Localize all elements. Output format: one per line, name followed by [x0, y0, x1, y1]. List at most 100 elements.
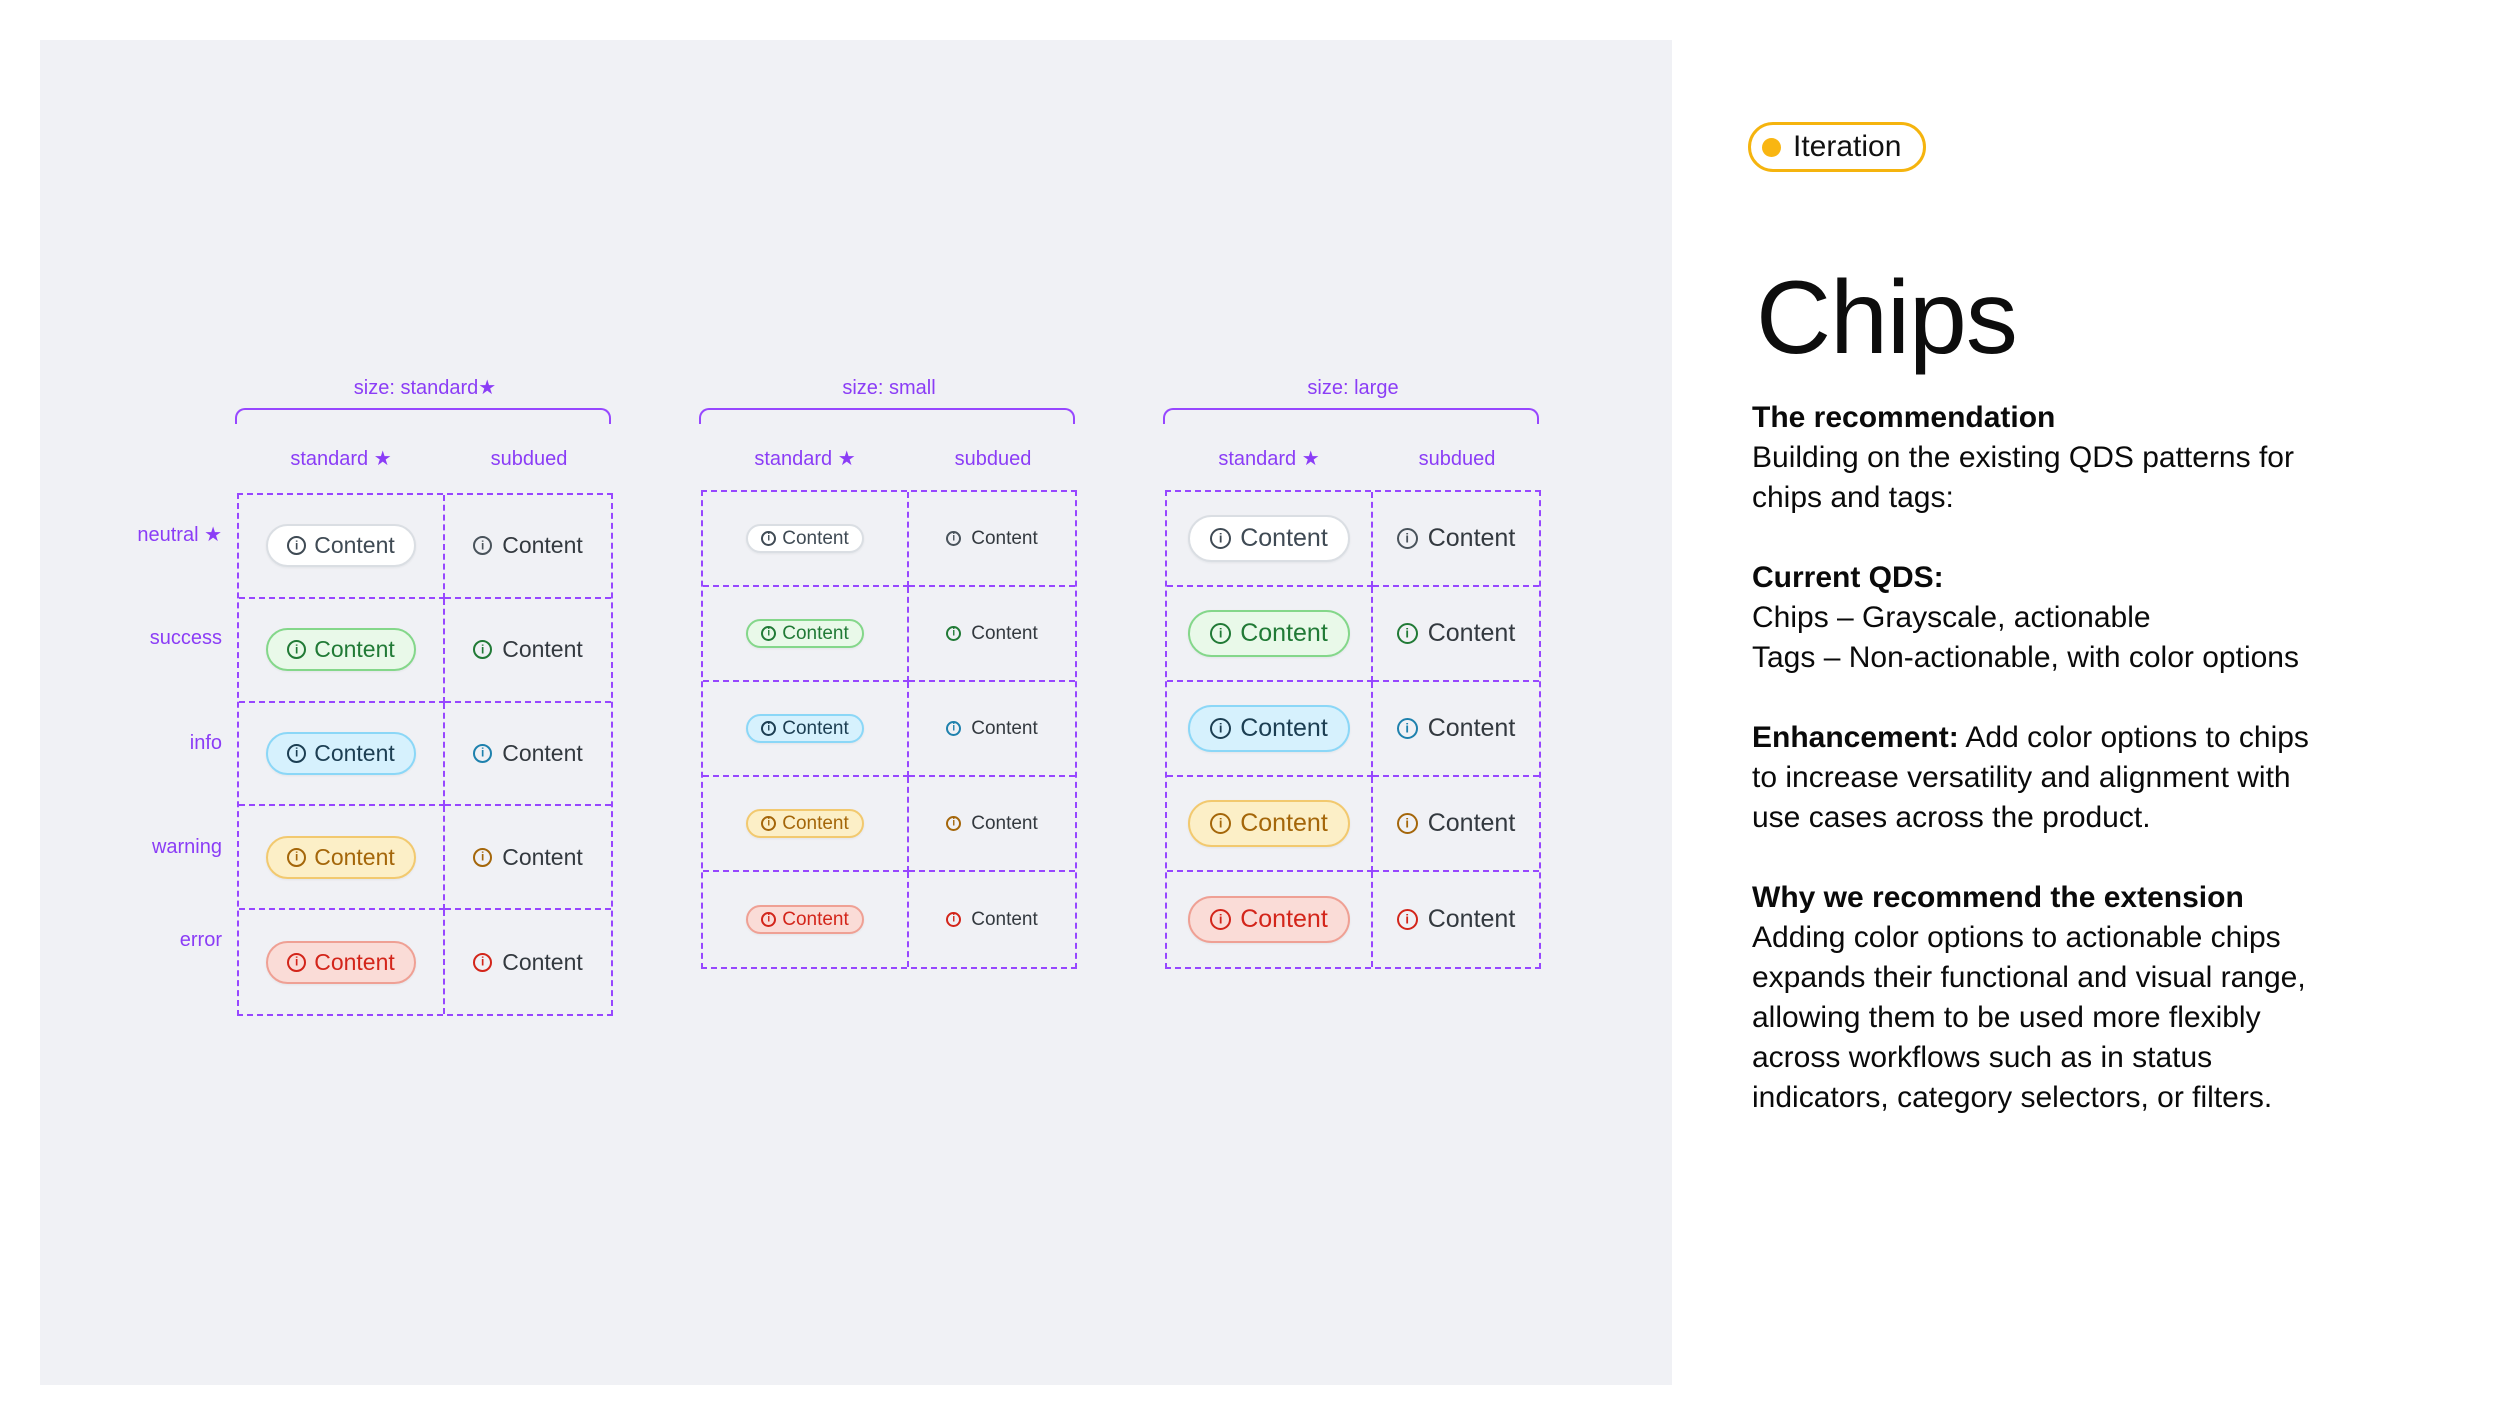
- info-icon: i: [1396, 813, 1418, 834]
- chip-success-subdued[interactable]: i Content: [946, 623, 1038, 645]
- paragraph-recommendation: The recommendation Building on the exist…: [1752, 398, 2472, 518]
- chip-label: Content: [314, 843, 395, 870]
- chip-info-standard[interactable]: i Content: [746, 714, 864, 743]
- info-icon: i: [287, 743, 307, 763]
- chip-label: Content: [1427, 905, 1516, 933]
- column-label-subdued: subdued: [1418, 448, 1496, 470]
- info-icon: i: [761, 721, 777, 736]
- chip-label: Content: [502, 948, 583, 975]
- iteration-badge: Iteration: [1748, 122, 1927, 172]
- size-label: size: large: [1307, 377, 1399, 399]
- paragraph-enhancement: Enhancement: Add color options to chips …: [1752, 718, 2472, 838]
- chip-success-subdued[interactable]: i Content: [1396, 619, 1515, 648]
- chip-label: Content: [502, 843, 583, 870]
- row-label-error: error: [179, 929, 222, 951]
- cell-warning-standard: i Content: [703, 777, 909, 872]
- chip-label: Content: [782, 622, 849, 644]
- chip-neutral-subdued[interactable]: i Content: [1396, 524, 1516, 553]
- chip-warning-subdued[interactable]: i Content: [1396, 809, 1516, 838]
- chip-neutral-subdued[interactable]: i Content: [473, 532, 583, 559]
- chip-neutral-standard[interactable]: i Content: [266, 524, 416, 568]
- paragraph-heading: The recommendation: [1752, 401, 2056, 434]
- info-icon: i: [473, 536, 493, 556]
- info-icon: i: [761, 626, 777, 641]
- cell-neutral-standard: i Content: [239, 495, 445, 599]
- cell-neutral-subdued: i Content: [445, 495, 611, 599]
- chip-label: Content: [314, 739, 395, 766]
- chip-info-standard[interactable]: i Content: [266, 731, 416, 775]
- bracket: [1163, 408, 1539, 424]
- chip-neutral-standard[interactable]: i Content: [746, 524, 864, 553]
- chip-success-standard[interactable]: i Content: [1188, 610, 1350, 657]
- chip-error-standard[interactable]: i Content: [266, 940, 416, 984]
- info-icon: i: [1210, 623, 1232, 644]
- cell-info-standard: i Content: [239, 702, 445, 807]
- chip-info-subdued[interactable]: i Content: [1396, 714, 1515, 743]
- chip-neutral-subdued[interactable]: i Content: [946, 528, 1038, 550]
- paragraph-body: Building on the existing QDS patterns fo…: [1752, 441, 2294, 514]
- info-icon: i: [473, 640, 493, 660]
- info-icon: i: [1210, 813, 1232, 834]
- chip-success-subdued[interactable]: i Content: [473, 636, 583, 663]
- cell-success-subdued: i Content: [909, 587, 1075, 682]
- chip-label: Content: [314, 636, 395, 663]
- info-icon: i: [1396, 909, 1418, 930]
- info-icon: i: [946, 912, 962, 927]
- chip-label: Content: [971, 527, 1038, 549]
- chip-label: Content: [971, 717, 1038, 739]
- cell-error-standard: i Content: [1167, 872, 1373, 967]
- chip-error-subdued[interactable]: i Content: [1396, 905, 1516, 934]
- row-label-info: info: [189, 732, 222, 754]
- cell-error-subdued: i Content: [909, 872, 1075, 967]
- variant-grid: i Content i Content i Content i Co: [1165, 490, 1541, 969]
- chip-error-subdued[interactable]: i Content: [473, 949, 583, 976]
- chip-warning-standard[interactable]: i Content: [266, 835, 416, 879]
- chip-neutral-standard[interactable]: i Content: [1188, 515, 1350, 562]
- info-icon: i: [946, 721, 962, 736]
- chip-label: Content: [782, 812, 849, 834]
- row-label-success: success: [149, 627, 222, 649]
- cell-info-standard: i Content: [703, 682, 909, 777]
- cell-neutral-standard: i Content: [703, 492, 909, 587]
- chip-info-subdued[interactable]: i Content: [946, 718, 1038, 740]
- design-canvas: neutral ★ success info warning error siz…: [40, 40, 1672, 1385]
- cell-info-subdued: i Content: [1373, 682, 1539, 777]
- chip-warning-standard[interactable]: i Content: [1188, 800, 1350, 847]
- chip-label: Content: [782, 717, 849, 739]
- info-icon: i: [1396, 623, 1418, 644]
- chip-label: Content: [1427, 809, 1516, 837]
- chip-info-subdued[interactable]: i Content: [473, 740, 583, 767]
- chip-warning-subdued[interactable]: i Content: [946, 813, 1038, 835]
- size-label: size: small: [842, 377, 936, 399]
- column-label-standard: standard ★: [290, 448, 392, 470]
- chip-label: Content: [1427, 524, 1516, 552]
- chip-label: Content: [1240, 619, 1328, 647]
- chip-label: Content: [1240, 714, 1328, 742]
- paragraph-body: Chips – Grayscale, actionable Tags – Non…: [1752, 601, 2299, 674]
- bracket: [235, 408, 611, 424]
- variant-grid: i Content i Content i Content i Co: [237, 493, 613, 1016]
- cell-warning-subdued: i Content: [445, 806, 611, 911]
- info-icon: i: [761, 912, 777, 927]
- column-label-standard: standard ★: [754, 448, 856, 470]
- info-icon: i: [946, 816, 962, 831]
- chip-label: Content: [502, 739, 583, 766]
- cell-neutral-subdued: i Content: [909, 492, 1075, 587]
- info-icon: i: [287, 536, 307, 556]
- chip-error-standard[interactable]: i Content: [746, 905, 864, 934]
- chip-warning-standard[interactable]: i Content: [746, 809, 864, 838]
- bracket: [699, 408, 1075, 424]
- chip-info-standard[interactable]: i Content: [1188, 705, 1350, 752]
- chip-warning-subdued[interactable]: i Content: [473, 844, 583, 871]
- cell-info-subdued: i Content: [909, 682, 1075, 777]
- chip-error-standard[interactable]: i Content: [1188, 896, 1350, 943]
- badge-dot-icon: [1762, 137, 1781, 157]
- chip-success-standard[interactable]: i Content: [746, 619, 864, 648]
- column-label-standard: standard ★: [1218, 448, 1320, 470]
- recommendation-text: The recommendation Building on the exist…: [1752, 398, 2472, 1158]
- info-icon: i: [473, 743, 493, 763]
- chip-success-standard[interactable]: i Content: [266, 628, 416, 672]
- cell-error-subdued: i Content: [1373, 872, 1539, 967]
- cell-error-subdued: i Content: [445, 910, 611, 1014]
- chip-error-subdued[interactable]: i Content: [946, 909, 1038, 931]
